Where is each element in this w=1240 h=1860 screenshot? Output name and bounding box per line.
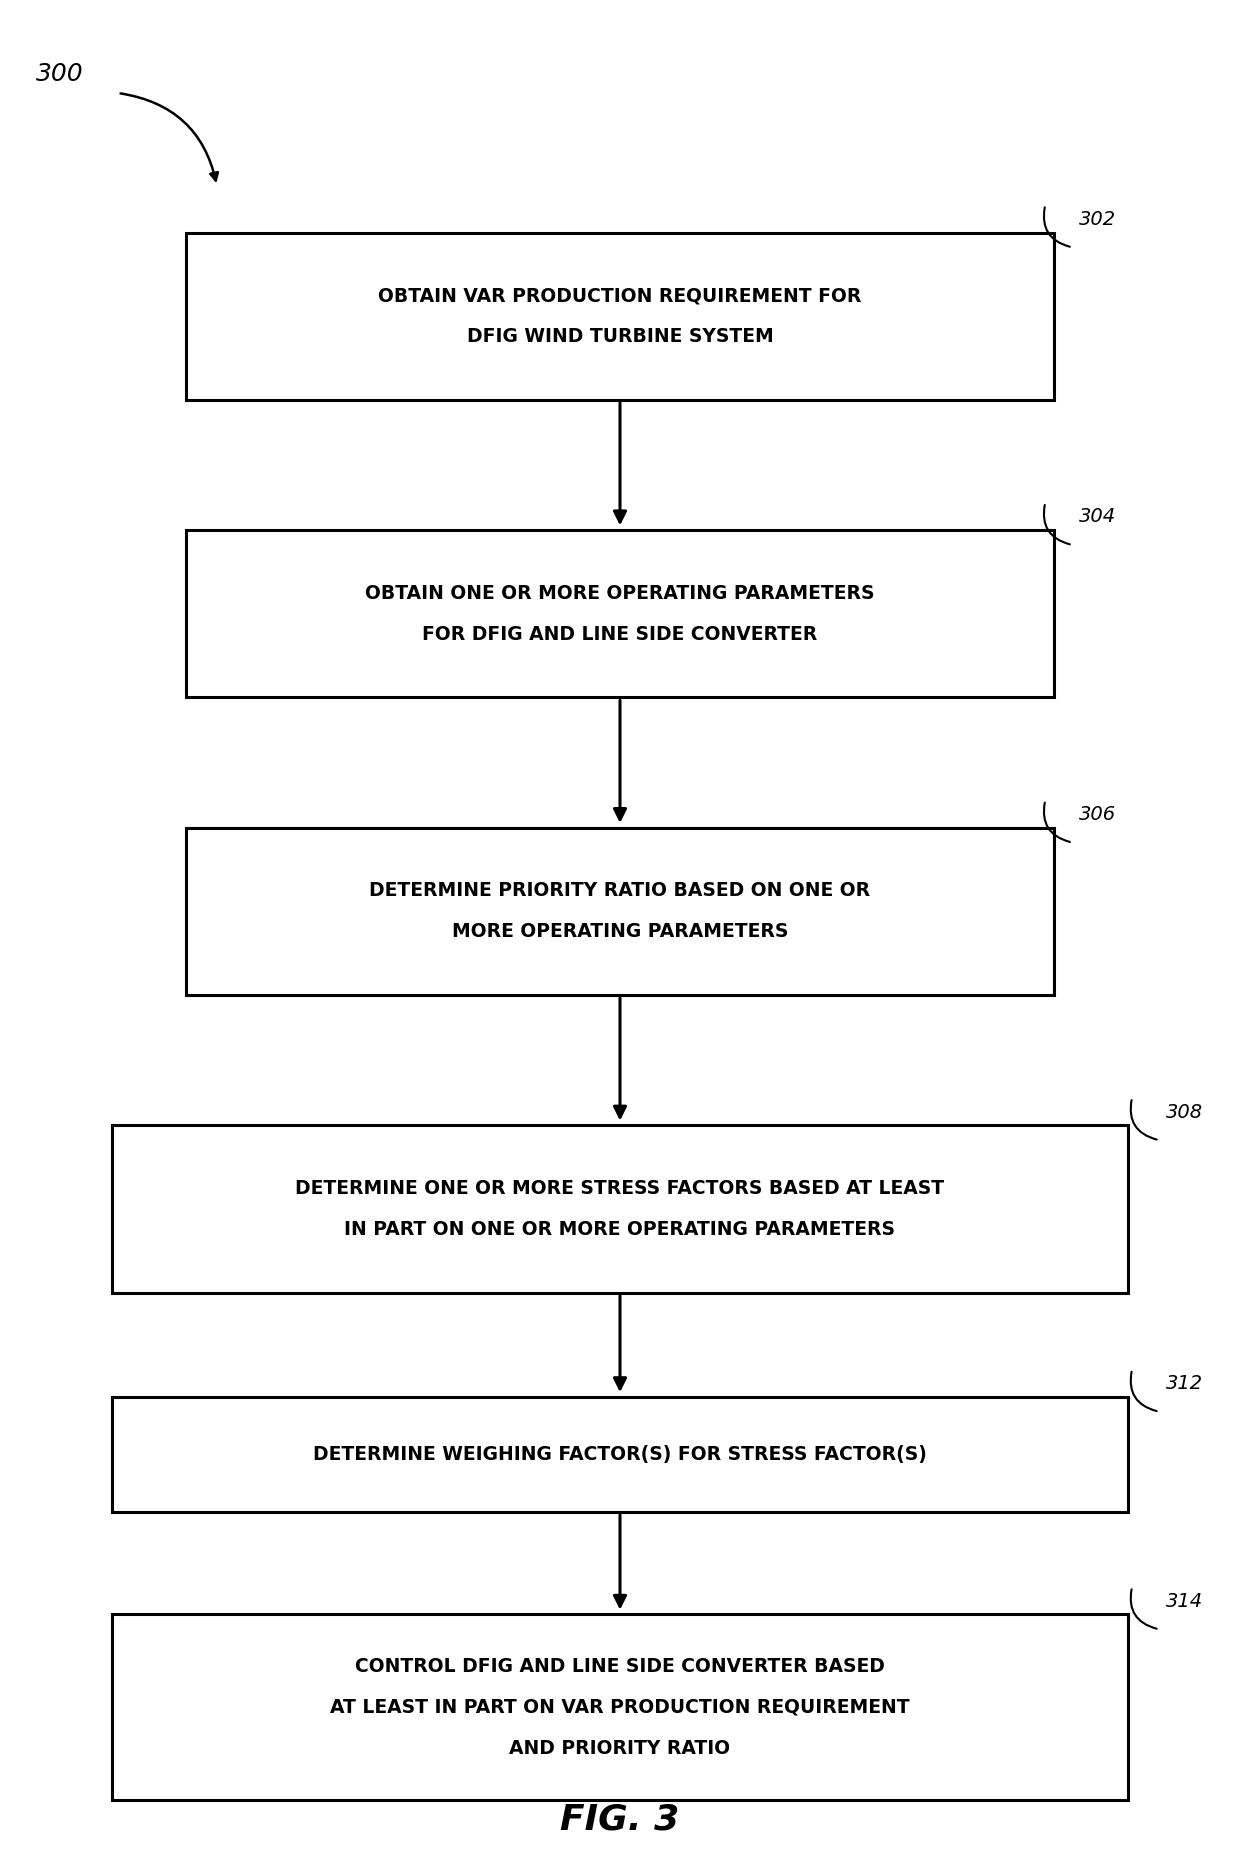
Text: OBTAIN ONE OR MORE OPERATING PARAMETERS: OBTAIN ONE OR MORE OPERATING PARAMETERS <box>366 584 874 603</box>
FancyBboxPatch shape <box>186 232 1054 400</box>
Text: 314: 314 <box>1166 1592 1203 1611</box>
Text: OBTAIN VAR PRODUCTION REQUIREMENT FOR: OBTAIN VAR PRODUCTION REQUIREMENT FOR <box>378 286 862 305</box>
Text: DETERMINE ONE OR MORE STRESS FACTORS BASED AT LEAST: DETERMINE ONE OR MORE STRESS FACTORS BAS… <box>295 1179 945 1198</box>
Text: 312: 312 <box>1166 1375 1203 1393</box>
FancyBboxPatch shape <box>112 1614 1128 1800</box>
Text: AT LEAST IN PART ON VAR PRODUCTION REQUIREMENT: AT LEAST IN PART ON VAR PRODUCTION REQUI… <box>330 1698 910 1717</box>
Text: FIG. 3: FIG. 3 <box>560 1802 680 1836</box>
Text: CONTROL DFIG AND LINE SIDE CONVERTER BASED: CONTROL DFIG AND LINE SIDE CONVERTER BAS… <box>355 1657 885 1676</box>
Text: MORE OPERATING PARAMETERS: MORE OPERATING PARAMETERS <box>451 923 789 941</box>
FancyBboxPatch shape <box>186 530 1054 698</box>
Text: 304: 304 <box>1079 508 1116 526</box>
Text: DETERMINE WEIGHING FACTOR(S) FOR STRESS FACTOR(S): DETERMINE WEIGHING FACTOR(S) FOR STRESS … <box>312 1445 928 1464</box>
Text: 308: 308 <box>1166 1103 1203 1122</box>
Text: IN PART ON ONE OR MORE OPERATING PARAMETERS: IN PART ON ONE OR MORE OPERATING PARAMET… <box>345 1220 895 1239</box>
Text: AND PRIORITY RATIO: AND PRIORITY RATIO <box>510 1739 730 1758</box>
Text: FOR DFIG AND LINE SIDE CONVERTER: FOR DFIG AND LINE SIDE CONVERTER <box>423 625 817 644</box>
Text: 302: 302 <box>1079 210 1116 229</box>
Text: DFIG WIND TURBINE SYSTEM: DFIG WIND TURBINE SYSTEM <box>466 327 774 346</box>
FancyBboxPatch shape <box>186 828 1054 995</box>
Text: 300: 300 <box>36 63 83 86</box>
Text: DETERMINE PRIORITY RATIO BASED ON ONE OR: DETERMINE PRIORITY RATIO BASED ON ONE OR <box>370 882 870 900</box>
Text: 306: 306 <box>1079 805 1116 824</box>
FancyBboxPatch shape <box>112 1397 1128 1512</box>
FancyBboxPatch shape <box>112 1125 1128 1293</box>
